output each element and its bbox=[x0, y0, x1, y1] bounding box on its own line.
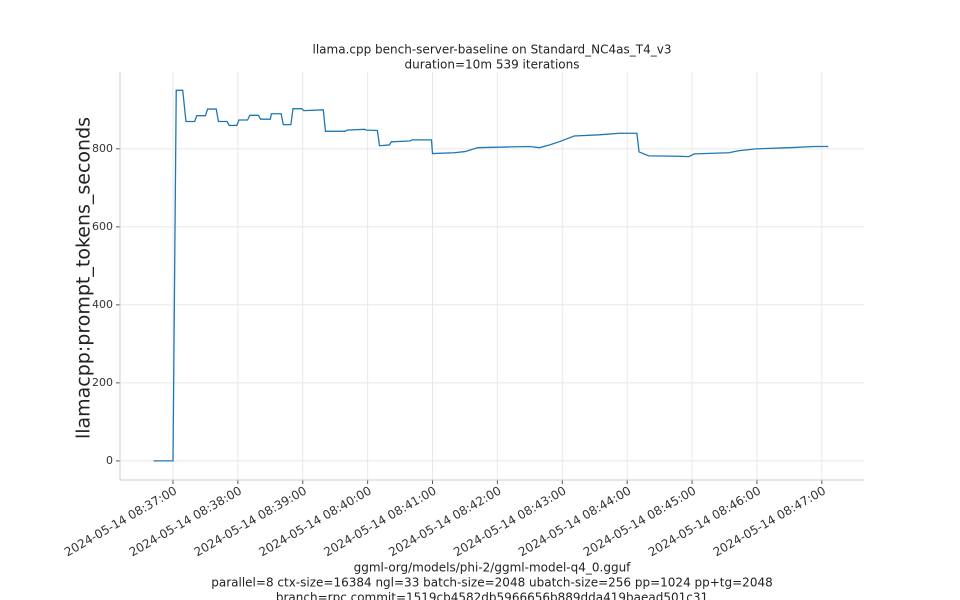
y-tick-label: 0 bbox=[106, 454, 113, 467]
x-tick-label: 2024-05-14 08:39:00 bbox=[192, 484, 309, 560]
y-tick-label: 200 bbox=[92, 376, 113, 389]
note: parallel=8 ctx-size=16384 ngl=33 batch-s… bbox=[211, 576, 772, 590]
y-tick-label: 600 bbox=[92, 220, 113, 233]
x-tick-label: 2024-05-14 08:38:00 bbox=[127, 484, 244, 560]
x-tick-label: 2024-05-14 08:46:00 bbox=[646, 484, 763, 560]
data-line bbox=[153, 89, 829, 462]
chart-subtitle: duration=10m 539 iterations bbox=[405, 58, 580, 72]
x-tick-label: 2024-05-14 08:47:00 bbox=[711, 484, 828, 560]
x-tick-label: 2024-05-14 08:40:00 bbox=[257, 484, 374, 560]
note: branch=rpc commit=1519cb4582db5966656b88… bbox=[276, 591, 708, 600]
x-tick-label: 2024-05-14 08:45:00 bbox=[581, 484, 698, 560]
x-tick-label: 2024-05-14 08:37:00 bbox=[62, 484, 179, 560]
x-tick-label: 2024-05-14 08:41:00 bbox=[321, 484, 438, 560]
x-tick-label: 2024-05-14 08:44:00 bbox=[516, 484, 633, 560]
chart-title: llama.cpp bench-server-baseline on Stand… bbox=[313, 43, 672, 57]
y-axis-label: llamacpp:prompt_tokens_seconds bbox=[73, 117, 95, 439]
x-tick-label: 2024-05-14 08:42:00 bbox=[386, 484, 503, 560]
x-tick-label: 2024-05-14 08:43:00 bbox=[451, 484, 568, 560]
y-tick-label: 400 bbox=[92, 298, 113, 311]
note: ggml-org/models/phi-2/ggml-model-q4_0.gg… bbox=[354, 561, 632, 575]
y-tick-label: 800 bbox=[92, 142, 113, 155]
